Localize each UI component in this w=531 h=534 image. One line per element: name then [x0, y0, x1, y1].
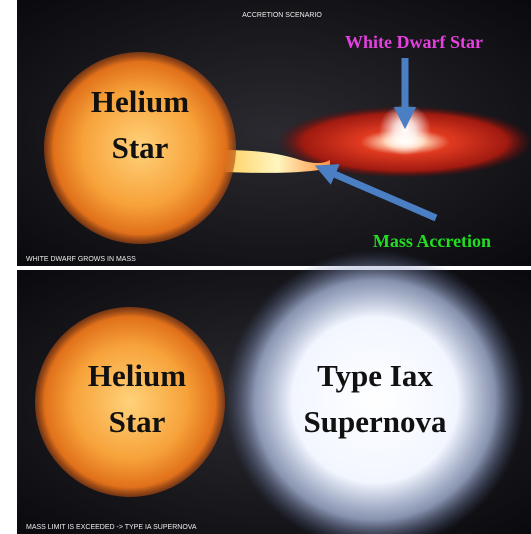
caption: WHITE DWARF GROWS IN MASS [26, 256, 136, 263]
star-label: Star [109, 404, 166, 439]
supernova-label: Supernova [304, 404, 447, 439]
star-label: Star [112, 130, 169, 165]
supernova-label: Type Iax [317, 358, 433, 393]
caption: MASS LIMIT IS EXCEEDED -> TYPE IA SUPERN… [26, 524, 197, 531]
star-label: Helium [88, 358, 186, 393]
white-dwarf-label: White Dwarf Star [345, 32, 483, 52]
illustration: ACCRETION SCENARIO Helium Star White Dwa… [0, 0, 531, 534]
helium-star [35, 307, 225, 497]
panel-title: ACCRETION SCENARIO [242, 12, 322, 19]
star-label: Helium [91, 84, 189, 119]
accretion-label: Mass Accretion [373, 231, 491, 251]
